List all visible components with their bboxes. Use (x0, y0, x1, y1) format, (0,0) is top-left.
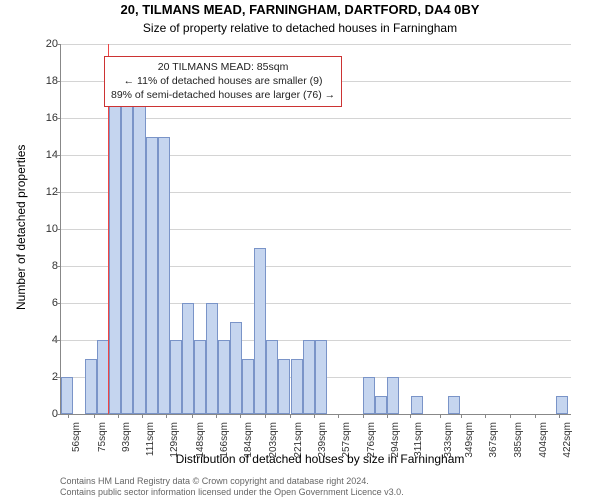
footer-text: Contains HM Land Registry data © Crown c… (60, 476, 580, 498)
histogram-bar (254, 248, 266, 415)
y-tick-label: 20 (34, 38, 58, 50)
y-axis-label-wrap: Number of detached properties (0, 0, 16, 500)
x-tick-label: 75sqm (97, 422, 108, 452)
y-tick-mark (56, 118, 60, 119)
x-tick-label: 56sqm (71, 422, 82, 452)
histogram-bar (411, 396, 423, 415)
histogram-bar (266, 340, 278, 414)
y-tick-mark (56, 44, 60, 45)
y-tick-label: 0 (34, 408, 58, 420)
x-tick-mark (68, 414, 69, 418)
y-tick-label: 4 (34, 334, 58, 346)
x-tick-mark (192, 414, 193, 418)
x-tick-mark (118, 414, 119, 418)
x-tick-label: 93sqm (121, 422, 132, 452)
x-tick-mark (485, 414, 486, 418)
histogram-bar (109, 81, 121, 414)
y-tick-label: 14 (34, 149, 58, 161)
histogram-bar (375, 396, 387, 415)
histogram-bar (556, 396, 568, 415)
histogram-bar (85, 359, 97, 415)
info-line2: ← 11% of detached houses are smaller (9) (111, 74, 335, 88)
y-tick-label: 10 (34, 223, 58, 235)
histogram-bar (448, 396, 460, 415)
x-tick-mark (265, 414, 266, 418)
y-tick-mark (56, 229, 60, 230)
x-tick-mark (440, 414, 441, 418)
histogram-bar (170, 340, 182, 414)
y-tick-mark (56, 81, 60, 82)
histogram-bar (291, 359, 303, 415)
x-tick-mark (314, 414, 315, 418)
histogram-bar (182, 303, 194, 414)
histogram-bar (158, 137, 170, 415)
y-tick-mark (56, 340, 60, 341)
x-tick-mark (94, 414, 95, 418)
footer-line2: Contains public sector information licen… (60, 487, 580, 498)
info-annotation-box: 20 TILMANS MEAD: 85sqm ← 11% of detached… (104, 56, 342, 107)
histogram-bar (194, 340, 206, 414)
gridline (61, 44, 571, 45)
histogram-bar (315, 340, 327, 414)
histogram-bar (133, 100, 145, 415)
x-tick-mark (535, 414, 536, 418)
footer-line1: Contains HM Land Registry data © Crown c… (60, 476, 580, 487)
x-tick-mark (166, 414, 167, 418)
y-tick-mark (56, 266, 60, 267)
x-axis-label: Distribution of detached houses by size … (60, 452, 580, 466)
x-tick-mark (216, 414, 217, 418)
x-tick-mark (142, 414, 143, 418)
histogram-bar (218, 340, 230, 414)
info-line1: 20 TILMANS MEAD: 85sqm (111, 60, 335, 74)
x-tick-mark (240, 414, 241, 418)
x-tick-mark (387, 414, 388, 418)
histogram-bar (121, 100, 133, 415)
y-tick-label: 18 (34, 75, 58, 87)
y-tick-label: 16 (34, 112, 58, 124)
histogram-bar (387, 377, 399, 414)
x-tick-mark (559, 414, 560, 418)
histogram-bar (278, 359, 290, 415)
y-tick-label: 6 (34, 297, 58, 309)
y-tick-mark (56, 192, 60, 193)
y-tick-mark (56, 414, 60, 415)
x-tick-mark (290, 414, 291, 418)
y-tick-mark (56, 377, 60, 378)
x-tick-mark (338, 414, 339, 418)
histogram-bar (303, 340, 315, 414)
chart-subtitle: Size of property relative to detached ho… (0, 21, 600, 35)
histogram-bar (242, 359, 254, 415)
x-tick-label: 111sqm (145, 422, 156, 456)
y-axis-label: Number of detached properties (14, 145, 28, 310)
histogram-bar (230, 322, 242, 415)
y-tick-label: 12 (34, 186, 58, 198)
info-line3: 89% of semi-detached houses are larger (… (111, 88, 335, 102)
x-tick-mark (363, 414, 364, 418)
histogram-bar (206, 303, 218, 414)
histogram-bar (363, 377, 375, 414)
histogram-bar (146, 137, 158, 415)
y-tick-mark (56, 155, 60, 156)
y-tick-mark (56, 303, 60, 304)
y-tick-label: 8 (34, 260, 58, 272)
x-tick-mark (410, 414, 411, 418)
y-tick-label: 2 (34, 371, 58, 383)
x-tick-mark (461, 414, 462, 418)
x-tick-mark (510, 414, 511, 418)
histogram-bar (61, 377, 73, 414)
chart-title: 20, TILMANS MEAD, FARNINGHAM, DARTFORD, … (0, 2, 600, 17)
